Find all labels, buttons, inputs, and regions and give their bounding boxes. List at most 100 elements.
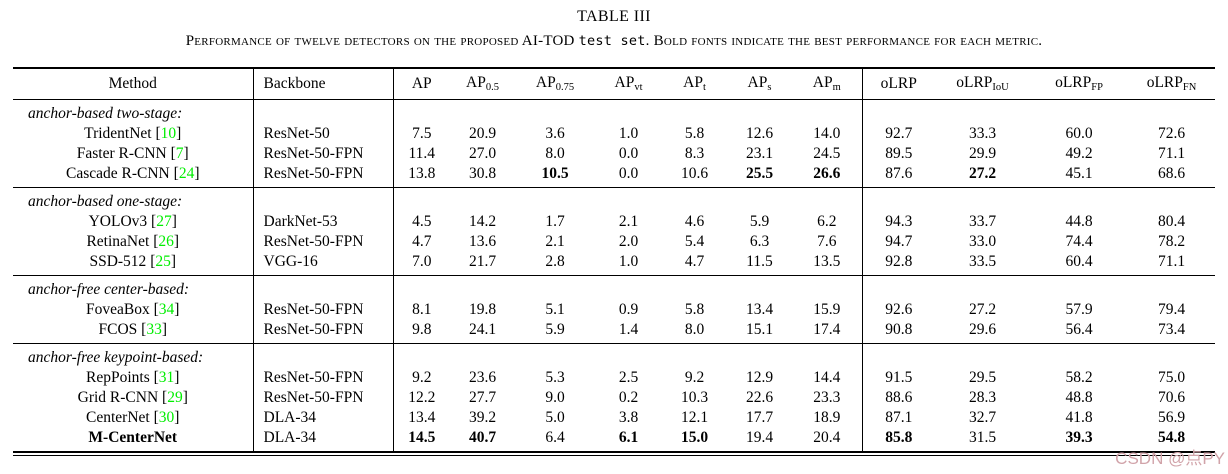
value-cell: 0.0 [618,165,639,182]
value-cell: 44.8 [1065,213,1093,230]
value-cell: 1.0 [618,253,639,270]
value-cell: 6.2 [817,213,837,230]
empty-cell [727,100,792,125]
column-header: AP0.5 [450,68,515,100]
value-cell: 92.8 [861,252,935,276]
value-cell: 58.2 [1065,369,1093,386]
citation-ref: 26 [158,233,174,250]
value-cell: 9.2 [684,369,705,386]
value-cell: 5.8 [684,125,705,142]
method-cell: M-CenterNet [88,429,178,446]
column-header: APm [792,68,862,100]
value-cell: 19.8 [468,301,497,318]
method-cell: Cascade R-CNN [24] [66,165,200,182]
value-cell: 1.4 [618,321,639,338]
group-header-row: anchor-free keypoint-based: [13,343,1215,368]
citation-ref: 30 [158,409,175,426]
value-cell: 13.4 [392,408,450,428]
value-cell: 57.9 [1065,301,1093,318]
value-cell: 0.2 [618,389,639,406]
value-cell: 11.4 [392,144,450,164]
empty-cell [450,343,515,368]
value-cell: 48.8 [1065,389,1093,406]
value-cell: 24.5 [813,145,841,162]
value-cell: 2.0 [618,233,639,250]
value-cell: 23.6 [468,369,497,386]
value-cell: 87.1 [861,408,935,428]
value-cell: 5.8 [684,301,705,318]
value-cell: 45.1 [1065,165,1093,182]
value-cell: 39.2 [468,409,497,426]
value-cell: 23.1 [745,145,774,162]
value-cell: 6.4 [545,429,565,446]
method-cell: Grid R-CNN [29] [77,389,188,406]
value-cell: 41.8 [1065,409,1093,426]
empty-cell [1030,343,1128,368]
value-cell: 89.5 [861,144,935,164]
column-header: oLRPFP [1030,68,1128,100]
value-cell: 22.6 [745,389,774,406]
value-cell: 17.4 [813,321,841,338]
column-header: APvt [595,68,662,100]
empty-cell [935,187,1030,212]
value-cell: 72.6 [1157,125,1186,142]
backbone-cell: ResNet-50-FPN [252,388,393,408]
empty-cell [1030,100,1128,125]
value-cell: 12.2 [392,388,450,408]
caption-part1: Performance of twelve detectors on the p… [185,33,579,49]
value-cell: 14.5 [392,428,450,452]
empty-cell [935,275,1030,300]
empty-cell [450,100,515,125]
value-cell: 9.0 [545,389,565,406]
value-cell: 78.2 [1157,233,1186,250]
empty-cell [392,275,450,300]
citation-ref: 33 [146,321,162,338]
empty-cell [1128,187,1215,212]
table-row: FoveaBox [34] ResNet-50-FPN 8.1 19.8 5.1 0.9 5… [13,300,1215,320]
value-cell: 91.5 [861,368,935,388]
table-row: Grid R-CNN [29] ResNet-50-FPN 12.2 27.7 9.0 0… [13,388,1215,408]
value-cell: 6.1 [618,429,639,446]
value-cell: 80.4 [1157,213,1186,230]
table-row: RetinaNet [26] ResNet-50-FPN 4.7 13.6 2.1 2.0… [13,232,1215,252]
value-cell: 94.7 [861,232,935,252]
backbone-cell: DarkNet-53 [252,212,393,232]
empty-cell [662,100,727,125]
value-cell: 13.4 [745,301,774,318]
value-cell: 21.7 [468,253,497,270]
value-cell: 70.6 [1157,389,1186,406]
value-cell: 92.6 [861,300,935,320]
column-header: Method [13,68,253,100]
value-cell: 2.5 [618,369,639,386]
empty-cell [252,343,393,368]
column-header: oLRPIoU [935,68,1030,100]
value-cell: 33.3 [968,125,997,142]
group-header-row: anchor-based two-stage: [13,99,1215,125]
value-cell: 5.9 [749,213,770,230]
value-cell: 8.1 [392,300,450,320]
table-row: TridentNet [10] ResNet-50 7.5 20.9 3.6 1.0 5.8… [13,124,1215,144]
backbone-cell: ResNet-50-FPN [252,320,393,344]
empty-cell [792,100,862,125]
value-cell: 12.1 [680,409,709,426]
empty-cell [1030,275,1128,300]
citation-ref: 29 [167,389,183,406]
value-cell: 12.9 [745,369,774,386]
table-title: TABLE III [577,8,651,25]
table-row: M-CenterNet DLA-34 14.5 40.7 6.4 6.1 15.0 19.4 2… [13,428,1215,452]
value-cell: 17.7 [745,409,774,426]
backbone-cell: ResNet-50-FPN [252,164,393,188]
value-cell: 88.6 [861,388,935,408]
empty-cell [515,187,595,212]
value-cell: 14.0 [813,125,841,142]
value-cell: 20.4 [813,429,841,446]
value-cell: 1.0 [618,125,639,142]
value-cell: 7.0 [392,252,450,276]
value-cell: 27.2 [968,165,997,182]
backbone-cell: VGG-16 [252,252,393,276]
value-cell: 87.6 [861,164,935,188]
value-cell: 60.4 [1065,253,1093,270]
value-cell: 4.5 [392,212,450,232]
method-cell: SSD-512 [25] [89,253,177,270]
method-cell: YOLOv3 [27] [88,213,177,230]
